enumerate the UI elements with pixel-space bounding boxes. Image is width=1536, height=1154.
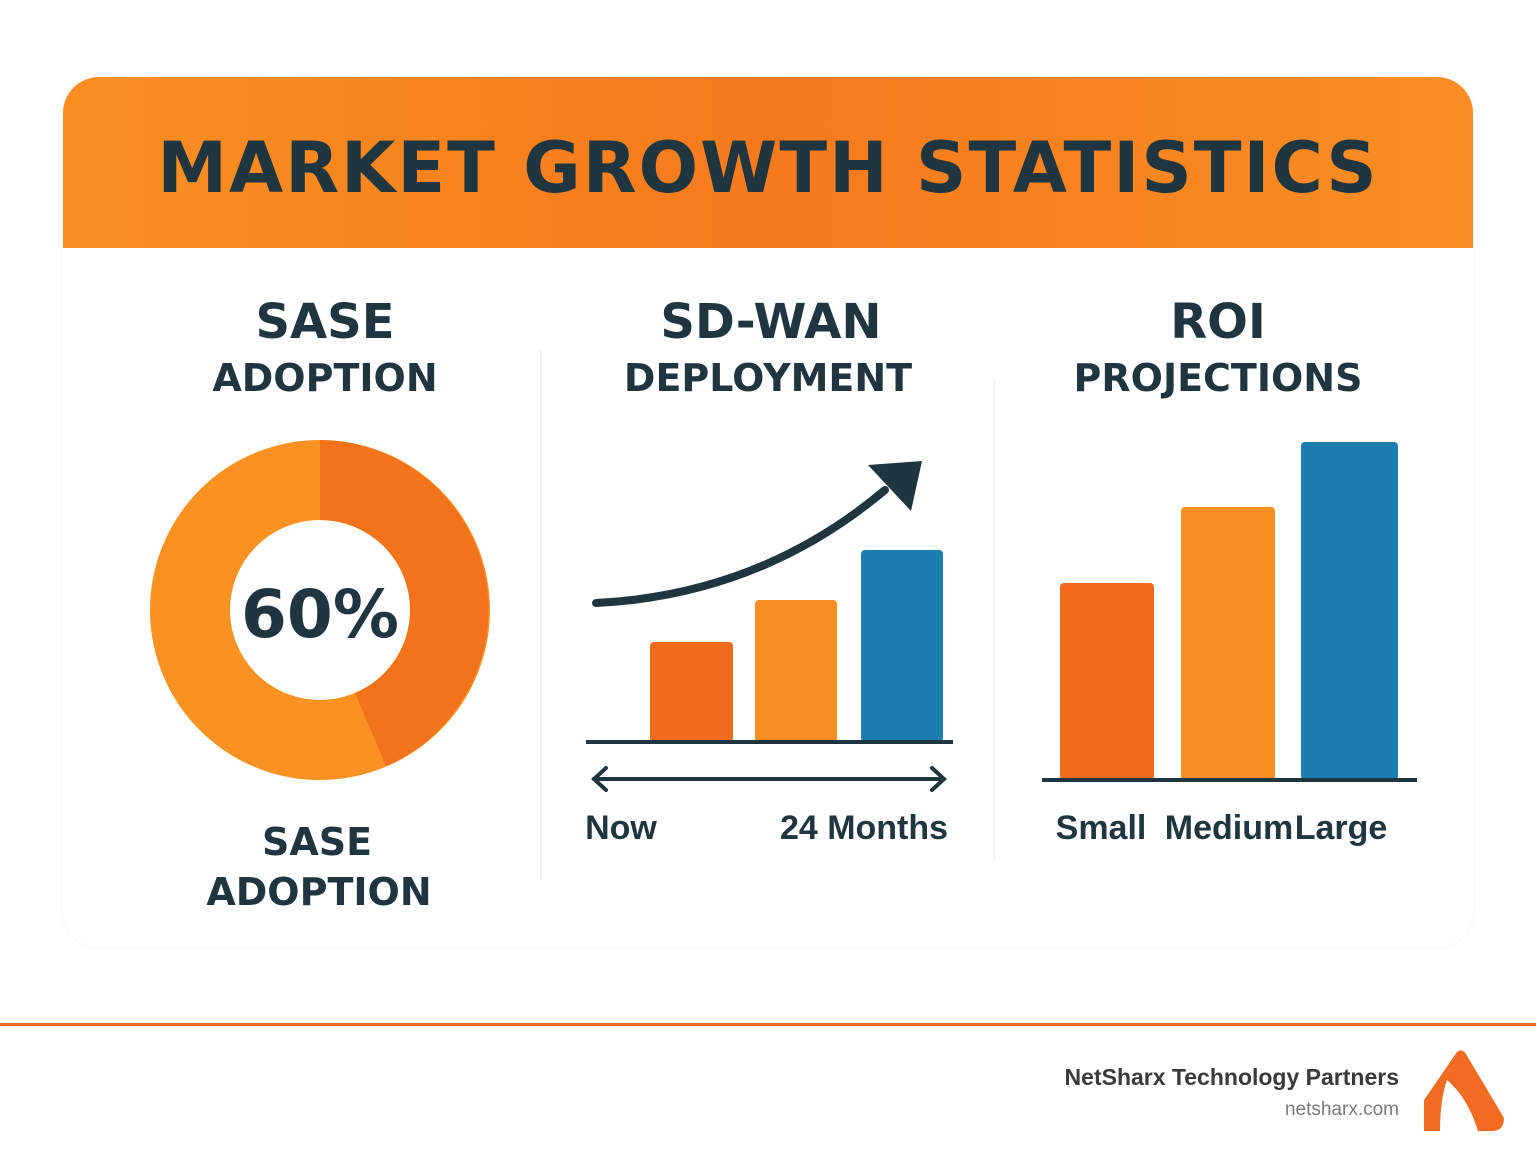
- donut-segment: [320, 440, 489, 766]
- roi-bar-medium: [1181, 507, 1275, 780]
- company-name: NetSharx Technology Partners: [1064, 1064, 1399, 1090]
- growth-arrow-head-icon: [868, 461, 922, 511]
- sase-footer-line1: SASE: [261, 820, 373, 864]
- sase-footer-line2: ADOPTION: [206, 870, 432, 914]
- roi-bar-large: [1301, 442, 1398, 780]
- sdwan-bar-1: [650, 642, 733, 742]
- page-title: MARKET GROWTH STATISTICS: [157, 127, 1379, 209]
- sase-percentage: 60%: [241, 576, 399, 653]
- company-website[interactable]: netsharx.com: [1284, 1099, 1399, 1120]
- sase-subtitle: ADOPTION: [212, 356, 438, 400]
- roi-subtitle: PROJECTIONS: [1073, 356, 1363, 400]
- netsharx-logo-icon: [1424, 1050, 1504, 1131]
- roi-bar-small: [1060, 583, 1154, 780]
- roi-title: ROI: [1170, 294, 1266, 350]
- sase-title: SASE: [255, 294, 395, 350]
- header-banner: MARKET GROWTH STATISTICS: [63, 77, 1473, 248]
- sdwan-start-label: Now: [585, 809, 657, 847]
- timeline-double-arrow-icon: [591, 766, 947, 792]
- sdwan-bar-3: [861, 550, 943, 742]
- roi-label-large: Large: [1294, 809, 1388, 847]
- sdwan-title: SD-WAN: [660, 294, 882, 350]
- sdwan-bar-2: [755, 600, 837, 742]
- roi-label-small: Small: [1055, 809, 1147, 847]
- growth-arrow-icon: [592, 486, 889, 607]
- footer-divider: [0, 1023, 1536, 1026]
- roi-label-medium: Medium: [1164, 809, 1294, 847]
- sdwan-end-label: 24 Months: [779, 809, 949, 847]
- sdwan-subtitle: DEPLOYMENT: [623, 356, 913, 400]
